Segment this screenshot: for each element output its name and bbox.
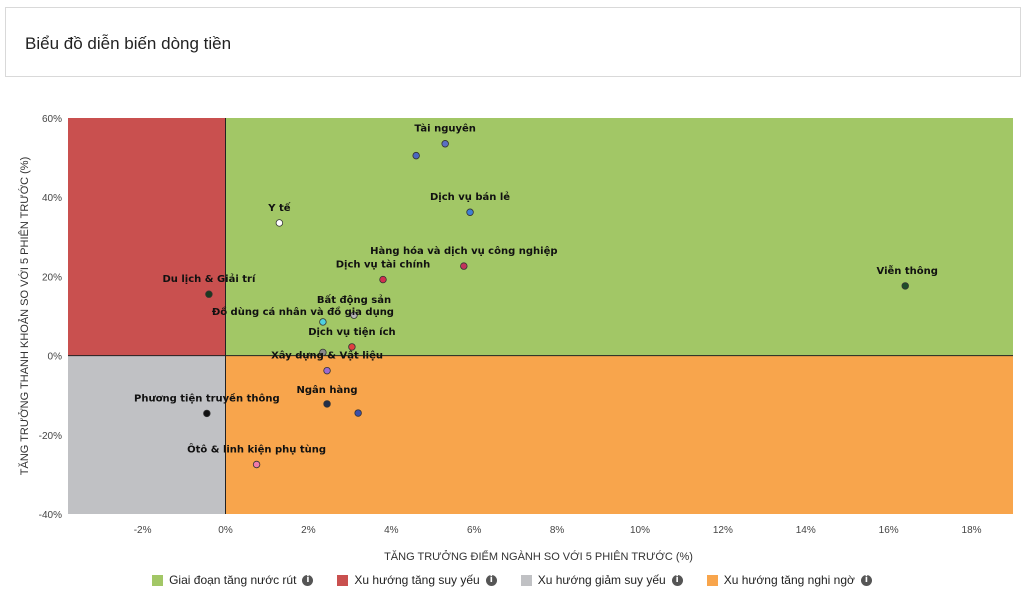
point-label: Dịch vụ bán lẻ — [430, 191, 510, 203]
scatter-point — [350, 311, 358, 319]
point-label: Dịch vụ tiện ích — [308, 326, 395, 338]
point-label: Hàng hóa và dịch vụ công nghiệp — [370, 245, 557, 257]
info-icon[interactable]: i — [485, 574, 497, 586]
y-tick-label: 20% — [42, 272, 62, 283]
point-label: Y tế — [267, 201, 291, 214]
quadrant-1 — [68, 118, 226, 356]
scatter-point — [203, 409, 211, 418]
x-tick-label: 16% — [879, 525, 899, 536]
x-tick-label: 4% — [384, 525, 399, 536]
info-icon[interactable]: i — [860, 574, 872, 586]
scatter-point — [460, 262, 468, 270]
x-tick-label: 14% — [796, 525, 816, 536]
legend-swatch — [520, 574, 532, 586]
point-label: Viễn thông — [877, 264, 938, 277]
y-tick-label: 40% — [42, 193, 62, 204]
y-axis-title: TĂNG TRƯỞNG THANH KHOẢN SO VỚI 5 PHIÊN T… — [18, 157, 31, 475]
cashflow-scatter-chart: -2% 0% 2% 4% 6% 8% 10% 12% 14% 16% 18% -40% -20% 0% 20… — [18, 114, 1013, 563]
legend-item-weakening-up[interactable]: Xu hướng tăng suy yếu i — [337, 573, 497, 587]
legend-swatch — [337, 574, 349, 586]
point-label: Ôtô & linh kiện phụ tùng — [187, 443, 326, 456]
scatter-point — [252, 460, 261, 469]
scatter-point — [323, 400, 331, 408]
quadrant-0 — [225, 118, 1013, 356]
scatter-point — [319, 318, 327, 326]
point-label: Phương tiện truyền thông — [134, 391, 280, 404]
point-label: Dịch vụ tài chính — [336, 259, 431, 271]
legend-swatch — [706, 574, 718, 586]
scatter-point — [901, 282, 909, 290]
x-axis-title: TĂNG TRƯỞNG ĐIỂM NGÀNH SO VỚI 5 PHIÊN TR… — [384, 550, 693, 563]
point-label: Tài nguyên — [414, 123, 476, 135]
info-icon[interactable]: i — [671, 574, 683, 586]
scatter-point — [354, 409, 362, 417]
x-tick-label: 0% — [218, 525, 233, 536]
info-icon[interactable]: i — [302, 574, 314, 586]
x-tick-label: 12% — [713, 525, 733, 536]
point-label: Du lịch & Giải trí — [162, 273, 255, 285]
x-tick-label: -2% — [134, 525, 152, 536]
scatter-point — [466, 208, 474, 216]
page-title: Biểu đồ diễn biến dòng tiền — [25, 34, 232, 53]
x-tick-label: 8% — [550, 525, 565, 536]
point-label: Đồ dùng cá nhân và đồ gia dụng — [212, 305, 394, 318]
y-tick-label: -40% — [39, 510, 62, 521]
x-tick-label: 18% — [962, 525, 982, 536]
quadrant-3 — [225, 355, 1013, 514]
legend-label: Xu hướng tăng nghi ngờ — [723, 573, 855, 587]
legend-item-doubtful-up[interactable]: Xu hướng tăng nghi ngờ i — [706, 573, 872, 587]
x-tick-label: 6% — [467, 525, 482, 536]
y-tick-label: 0% — [48, 352, 63, 363]
legend-item-weakening-down[interactable]: Xu hướng giảm suy yếu i — [520, 573, 683, 587]
scatter-point — [319, 348, 327, 357]
scatter-point — [323, 366, 331, 375]
y-tick-label: 60% — [42, 114, 62, 125]
scatter-point — [441, 140, 449, 148]
legend-item-sprint[interactable]: Giai đoạn tăng nước rút i — [152, 573, 314, 587]
y-tick-label: -20% — [39, 431, 62, 442]
point-label: Bất động sản — [317, 293, 391, 306]
x-tick-label: 10% — [630, 525, 650, 536]
chart-header-card: Biểu đồ diễn biến dòng tiền — [5, 7, 1021, 77]
scatter-point — [205, 290, 213, 298]
legend-label: Xu hướng tăng suy yếu — [354, 573, 480, 587]
scatter-point — [379, 275, 387, 284]
quadrant-2 — [68, 355, 226, 514]
chart-legend: Giai đoạn tăng nước rút i Xu hướng tăng … — [0, 572, 1024, 588]
legend-label: Xu hướng giảm suy yếu — [537, 573, 666, 587]
scatter-point — [412, 151, 420, 160]
point-label: Xây dựng & Vật liệu — [271, 350, 383, 362]
legend-label: Giai đoạn tăng nước rút — [169, 573, 297, 587]
scatter-point — [275, 219, 284, 227]
scatter-point — [348, 343, 356, 351]
legend-swatch — [152, 574, 164, 586]
x-tick-label: 2% — [301, 525, 316, 536]
point-label: Ngân hàng — [297, 384, 358, 396]
